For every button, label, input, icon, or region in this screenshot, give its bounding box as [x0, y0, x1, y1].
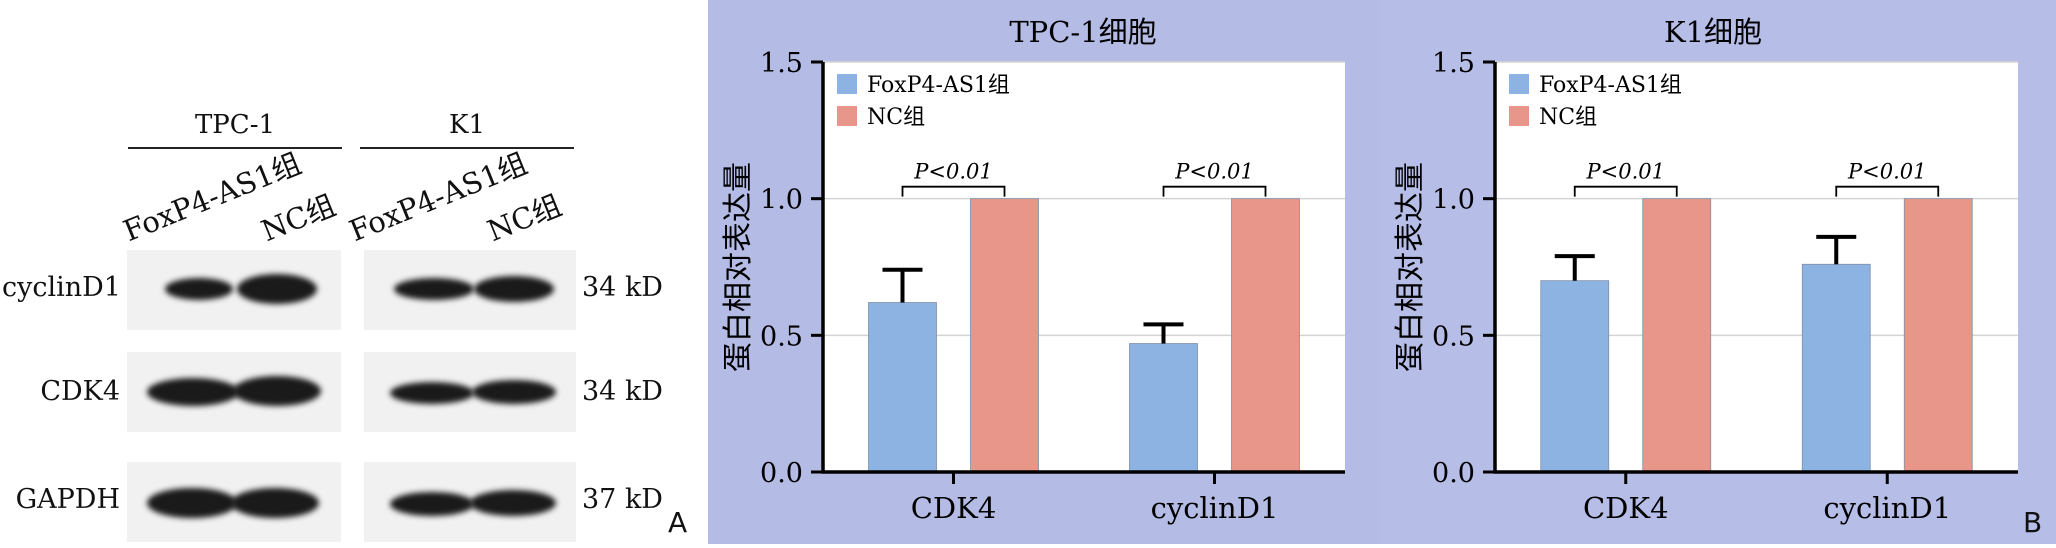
significance-label: P<0.01 [1847, 160, 1926, 184]
band [231, 488, 319, 518]
y-tick-label: 0.0 [760, 458, 803, 489]
blot-row-label-cdk4: CDK4 [40, 376, 120, 407]
blot-kd-cyclind1: 34 kD [582, 272, 663, 303]
group-underline-tpc1 [128, 147, 342, 149]
significance-label: P<0.01 [1174, 160, 1253, 184]
group-label-k1: K1 [449, 110, 485, 140]
bar-nc [970, 198, 1039, 473]
bar-foxp4 [868, 302, 937, 473]
blot-tpc1-gapdh [127, 462, 341, 542]
chart-title: TPC-1细胞 [1009, 15, 1156, 49]
x-tick-label: cyclinD1 [1151, 491, 1279, 525]
band [147, 378, 239, 406]
blot-k1-cdk4 [364, 352, 576, 432]
blot-row-label-cyclind1: cyclinD1 [2, 272, 121, 303]
bar-nc [1903, 198, 1973, 473]
legend-swatch-nc [1509, 106, 1529, 126]
y-axis-label: 蛋白相对表达量 [721, 162, 756, 372]
significance-bracket [901, 185, 1006, 197]
group-label-tpc1: TPC-1 [194, 110, 276, 140]
legend-label: FoxP4-AS1组 [1539, 73, 1682, 98]
bar-nc [1231, 198, 1300, 473]
y-tick-label: 1.5 [1432, 48, 1475, 79]
blot-row-label-gapdh: GAPDH [15, 484, 120, 515]
bar-foxp4 [1801, 263, 1871, 473]
x-tick-label: cyclinD1 [1823, 491, 1951, 525]
band [470, 490, 556, 516]
band [165, 278, 233, 300]
significance-bracket [1835, 185, 1940, 197]
band [390, 492, 474, 516]
band [147, 488, 237, 518]
x-tick-label: CDK4 [1583, 491, 1669, 525]
blot-kd-cdk4: 34 kD [582, 376, 663, 407]
y-tick-label: 1.0 [1432, 185, 1475, 216]
blot-k1-cyclind1 [364, 250, 576, 330]
legend-label: FoxP4-AS1组 [867, 73, 1010, 98]
bar-foxp4 [1129, 343, 1198, 473]
group-underline-k1 [360, 147, 574, 149]
y-tick-label: 0.5 [1432, 321, 1475, 352]
y-tick-label: 1.0 [760, 185, 803, 216]
band [394, 278, 474, 300]
x-tick-label: CDK4 [911, 491, 997, 525]
band [474, 276, 554, 302]
legend-swatch-foxp4 [837, 74, 857, 94]
panel-letter-a: A [668, 506, 688, 539]
legend-label: NC组 [867, 105, 925, 130]
blot-tpc1-cyclind1 [127, 250, 341, 330]
blot-tpc1-cdk4 [127, 352, 341, 432]
legend-swatch-foxp4 [1509, 74, 1529, 94]
y-tick-label: 0.0 [1432, 458, 1475, 489]
blot-k1-gapdh [364, 462, 576, 542]
bar-foxp4 [1540, 280, 1610, 473]
significance-bracket [1573, 185, 1678, 197]
significance-bracket [1162, 185, 1267, 197]
y-tick-label: 1.5 [760, 48, 803, 79]
band [472, 380, 556, 404]
legend-label: NC组 [1539, 105, 1597, 130]
significance-label: P<0.01 [1586, 160, 1665, 184]
legend-swatch-nc [837, 106, 857, 126]
y-tick-label: 0.5 [760, 321, 803, 352]
panel-letter-b: B [2023, 506, 2043, 539]
bar-chart-panel: 0.0 0.5 1.0 1.5 TPC-1细胞蛋白相对表达量 P<0.01 CDK4 P<0.… [708, 0, 2056, 544]
chart-title: K1细胞 [1664, 15, 1762, 49]
blot-kd-gapdh: 37 kD [582, 484, 663, 515]
significance-label: P<0.01 [913, 160, 992, 184]
bar-nc [1642, 198, 1712, 473]
band [233, 376, 321, 406]
y-axis-label: 蛋白相对表达量 [1393, 162, 1428, 372]
western-blot-panel: TPC-1 K1 FoxP4-AS1组 NC组 FoxP4-AS1组 NC组 c… [0, 0, 705, 544]
band [237, 274, 317, 304]
band [390, 382, 474, 404]
